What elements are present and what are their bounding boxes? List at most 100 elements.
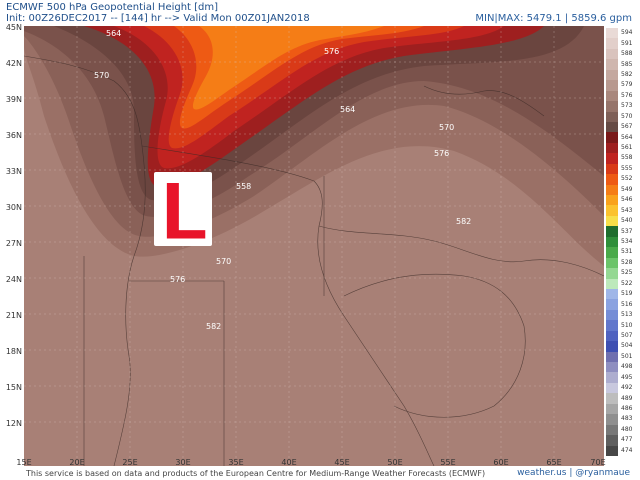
contour-label: 582 <box>456 217 471 226</box>
colorbar-label: 501 <box>621 352 633 360</box>
contour-label: 564 <box>340 105 355 114</box>
colorbar-label: 582 <box>621 70 633 78</box>
min-max-readout: MIN|MAX: 5479.1 | 5859.6 gpm <box>475 13 632 24</box>
lat-label: 21N <box>5 311 22 320</box>
colorbar-label: 495 <box>621 373 633 381</box>
colorbar-label: 519 <box>621 290 633 298</box>
colorbar-swatch <box>606 101 618 112</box>
colorbar-swatch <box>606 382 618 394</box>
colorbar-swatch <box>606 257 618 269</box>
contour-label: 570 <box>216 257 231 266</box>
colorbar-label: 594 <box>621 29 633 37</box>
lat-label: 33N <box>5 167 22 176</box>
colorbar-swatch <box>606 90 618 102</box>
colorbar-swatch <box>606 362 618 373</box>
colorbar-swatch <box>606 247 618 259</box>
colorbar-label: 483 <box>621 415 633 423</box>
colorbar-label: 570 <box>621 112 633 120</box>
colorbar <box>606 28 618 457</box>
colorbar-swatch <box>606 435 618 447</box>
contour-label: 564 <box>106 29 121 38</box>
colorbar-label: 492 <box>621 384 633 392</box>
contour-label: 570 <box>439 123 454 132</box>
colorbar-swatch <box>606 320 618 332</box>
lon-label: 55E <box>440 458 456 467</box>
colorbar-swatch <box>606 59 618 71</box>
data-credit: This service is based on data and produc… <box>26 469 486 478</box>
colorbar-swatch <box>606 330 618 342</box>
colorbar-label: 561 <box>621 144 633 152</box>
colorbar-label: 558 <box>621 154 633 162</box>
lon-label: 40E <box>281 458 297 467</box>
colorbar-label: 585 <box>621 60 633 68</box>
contour-label: 576 <box>324 47 339 56</box>
colorbar-label: 591 <box>621 39 633 47</box>
colorbar-swatch <box>606 299 618 311</box>
colorbar-swatch <box>606 424 618 436</box>
colorbar-label: 525 <box>621 269 633 277</box>
colorbar-swatch <box>606 205 618 217</box>
colorbar-label: 477 <box>621 436 633 444</box>
colorbar-swatch <box>606 163 618 175</box>
colorbar-label: 480 <box>621 425 633 433</box>
colorbar-swatch <box>606 351 618 363</box>
lon-label: 50E <box>387 458 403 467</box>
lat-label: 24N <box>5 275 22 284</box>
lon-label: 65E <box>546 458 562 467</box>
lon-label: 30E <box>175 458 191 467</box>
colorbar-swatch <box>606 38 618 50</box>
colorbar-swatch <box>606 236 618 248</box>
lat-label: 12N <box>5 419 22 428</box>
lon-label: 70E <box>590 458 606 467</box>
colorbar-swatch <box>606 111 618 123</box>
colorbar-label: 567 <box>621 123 633 131</box>
low-pressure-symbol: L <box>158 166 209 259</box>
lat-label: 36N <box>5 131 22 140</box>
contour-label: 570 <box>94 71 109 80</box>
height-map: 564 570 564 570 576 558 582 570 576 582 … <box>24 26 604 466</box>
colorbar-swatch <box>606 195 618 206</box>
colorbar-label: 543 <box>621 206 633 214</box>
contour-label: 582 <box>206 322 221 331</box>
lon-label: 15E <box>16 458 32 467</box>
colorbar-label: 537 <box>621 227 633 235</box>
lat-label: 15N <box>5 383 22 392</box>
band-528 <box>192 26 384 110</box>
colorbar-label: 486 <box>621 405 633 413</box>
colorbar-swatch <box>606 28 618 39</box>
contour-label: 576 <box>170 275 185 284</box>
colorbar-swatch <box>606 445 618 457</box>
lon-label: 35E <box>228 458 244 467</box>
contour-label: 558 <box>236 182 251 191</box>
coastlines <box>24 55 604 466</box>
colorbar-swatch <box>606 309 618 321</box>
colorbar-label: 513 <box>621 311 633 319</box>
colorbar-label: 555 <box>621 164 633 172</box>
colorbar-swatch <box>606 288 618 300</box>
colorbar-label: 534 <box>621 238 633 245</box>
lat-label: 30N <box>5 203 22 212</box>
lon-label: 60E <box>493 458 509 467</box>
lon-label: 45E <box>334 458 350 467</box>
colorbar-swatch <box>606 226 618 238</box>
lon-label: 25E <box>122 458 138 467</box>
colorbar-label: 522 <box>621 279 633 287</box>
colorbar-swatch <box>606 69 618 81</box>
colorbar-label: 516 <box>621 300 633 308</box>
colorbar-swatch <box>606 132 618 144</box>
colorbar-swatch <box>606 174 618 186</box>
lat-lon-grid <box>24 26 604 466</box>
low-symbol-backing <box>154 172 212 246</box>
lat-label: 27N <box>5 239 22 248</box>
colorbar-label: 507 <box>621 331 633 339</box>
colorbar-label: 588 <box>621 50 633 58</box>
lat-label: 39N <box>5 95 22 104</box>
lat-label: 42N <box>5 59 22 68</box>
colorbar-label: 573 <box>621 102 633 110</box>
lat-label: 45N <box>5 23 22 32</box>
colorbar-label: 564 <box>621 133 633 141</box>
lat-label: 18N <box>5 347 22 356</box>
colorbar-swatch <box>606 153 618 165</box>
lon-label: 20E <box>69 458 85 467</box>
colorbar-swatch <box>606 121 618 133</box>
